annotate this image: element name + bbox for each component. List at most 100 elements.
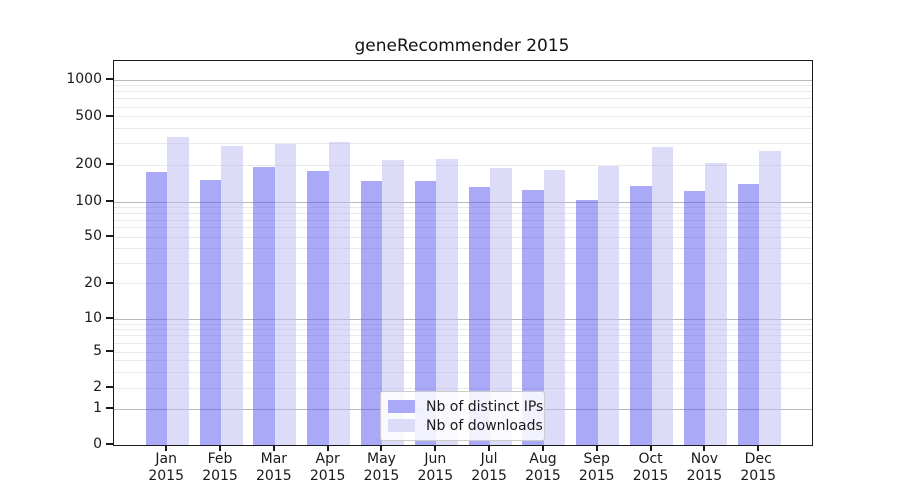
legend-swatch-downloads (388, 419, 415, 432)
y-tick-mark (106, 114, 113, 117)
x-tick-month: Apr (315, 451, 340, 467)
y-tick-label: 1000 (66, 71, 102, 87)
gridline-minor (114, 360, 812, 362)
y-tick-label: 1 (93, 400, 102, 416)
gridline-minor (114, 212, 812, 214)
x-tick-label: May 2015 (353, 451, 409, 485)
bar-downloads (274, 143, 297, 445)
bar-distinct-ips (576, 199, 598, 445)
gridline-minor (114, 98, 812, 100)
legend-swatch-distinct-ips (388, 400, 415, 413)
gridline-minor (114, 283, 812, 285)
x-tick-label: Dec 2015 (730, 451, 786, 485)
plot-area (113, 60, 813, 446)
gridline-minor (114, 106, 812, 108)
gridline-minor (114, 387, 812, 389)
bar-distinct-ips (522, 190, 544, 445)
y-tick-label: 200 (75, 156, 102, 173)
y-tick-mark (106, 200, 113, 202)
gridline-minor (114, 143, 812, 145)
gridline-major (114, 79, 812, 81)
x-tick-mark (703, 445, 706, 451)
x-tick-label: Jul 2015 (461, 451, 517, 485)
gridline-minor (114, 85, 812, 87)
gridline-minor (114, 164, 812, 166)
y-tick-mark (106, 407, 113, 409)
x-tick-month: Sep (583, 451, 610, 467)
y-tick-label: 5 (93, 343, 102, 359)
bar-distinct-ips (145, 172, 168, 445)
gridline-major (114, 201, 812, 203)
bar-downloads (705, 162, 727, 445)
bar-downloads (490, 167, 512, 445)
y-tick-label: 0 (93, 436, 102, 452)
x-tick-year: 2015 (148, 468, 184, 484)
bar-downloads (597, 166, 620, 445)
x-tick-year: 2015 (363, 468, 400, 484)
x-tick-mark (272, 445, 275, 451)
x-tick-year: 2015 (202, 468, 238, 484)
x-tick-label: Jan 2015 (138, 451, 194, 485)
bar-downloads (221, 145, 243, 445)
x-tick-year: 2015 (417, 468, 454, 484)
x-tick-year: 2015 (471, 468, 507, 484)
gridline-minor (114, 351, 812, 353)
x-tick-month: Jan (155, 451, 177, 467)
x-tick-month: Jul (480, 451, 498, 467)
gridline-minor (114, 91, 812, 93)
x-tick-label: Aug 2015 (515, 451, 571, 485)
x-tick-year: 2015 (632, 468, 669, 484)
bar-distinct-ips (199, 179, 222, 445)
gridline-minor (114, 342, 812, 344)
x-tick-mark (434, 445, 437, 451)
y-tick-mark (106, 281, 113, 284)
y-tick-label: 500 (75, 107, 102, 124)
x-tick-mark (380, 445, 383, 451)
bar-downloads (436, 159, 458, 445)
chart-title: geneRecommender 2015 (354, 36, 570, 56)
bar-distinct-ips (253, 167, 275, 445)
gridline-minor (114, 116, 812, 118)
bar-downloads (328, 142, 351, 445)
y-tick-mark (106, 350, 113, 352)
bar-downloads (382, 159, 404, 445)
bar-distinct-ips (737, 184, 760, 445)
x-tick-mark (219, 445, 222, 451)
legend-item-downloads: Nb of downloads (388, 416, 543, 435)
bar-distinct-ips (360, 180, 383, 445)
gridline-minor (114, 219, 812, 221)
x-tick-label: Feb 2015 (192, 451, 248, 485)
x-tick-year: 2015 (525, 468, 561, 484)
x-tick-mark (649, 445, 652, 451)
x-tick-month: Oct (638, 451, 663, 467)
x-tick-mark (595, 445, 598, 451)
x-tick-label: Jun 2015 (407, 451, 463, 485)
x-tick-year: 2015 (578, 468, 615, 484)
gridline-major (114, 318, 812, 320)
y-tick-mark (106, 317, 113, 319)
bar-distinct-ips (307, 170, 329, 445)
x-tick-month: Mar (260, 451, 288, 467)
y-tick-mark (106, 235, 113, 238)
y-tick-label: 2 (93, 379, 102, 395)
gridline-minor (114, 248, 812, 250)
legend-label-distinct-ips: Nb of distinct IPs (426, 398, 544, 415)
gridline-minor (114, 323, 812, 325)
bar-distinct-ips (414, 181, 437, 445)
x-tick-label: Sep 2015 (569, 451, 625, 485)
y-tick-mark (106, 163, 113, 166)
x-tick-month: Nov (690, 451, 719, 467)
y-tick-mark (106, 386, 113, 388)
bar-downloads (651, 146, 674, 445)
gridline-minor (114, 206, 812, 208)
x-tick-mark (757, 445, 760, 451)
x-tick-label: Nov 2015 (676, 451, 732, 485)
x-tick-year: 2015 (256, 468, 292, 484)
legend-item-distinct-ips: Nb of distinct IPs (388, 397, 543, 416)
x-tick-month: Aug (529, 451, 557, 467)
gridline-minor (114, 371, 812, 373)
x-tick-year: 2015 (686, 468, 723, 484)
x-tick-year: 2015 (740, 468, 777, 484)
x-tick-mark (165, 445, 168, 451)
